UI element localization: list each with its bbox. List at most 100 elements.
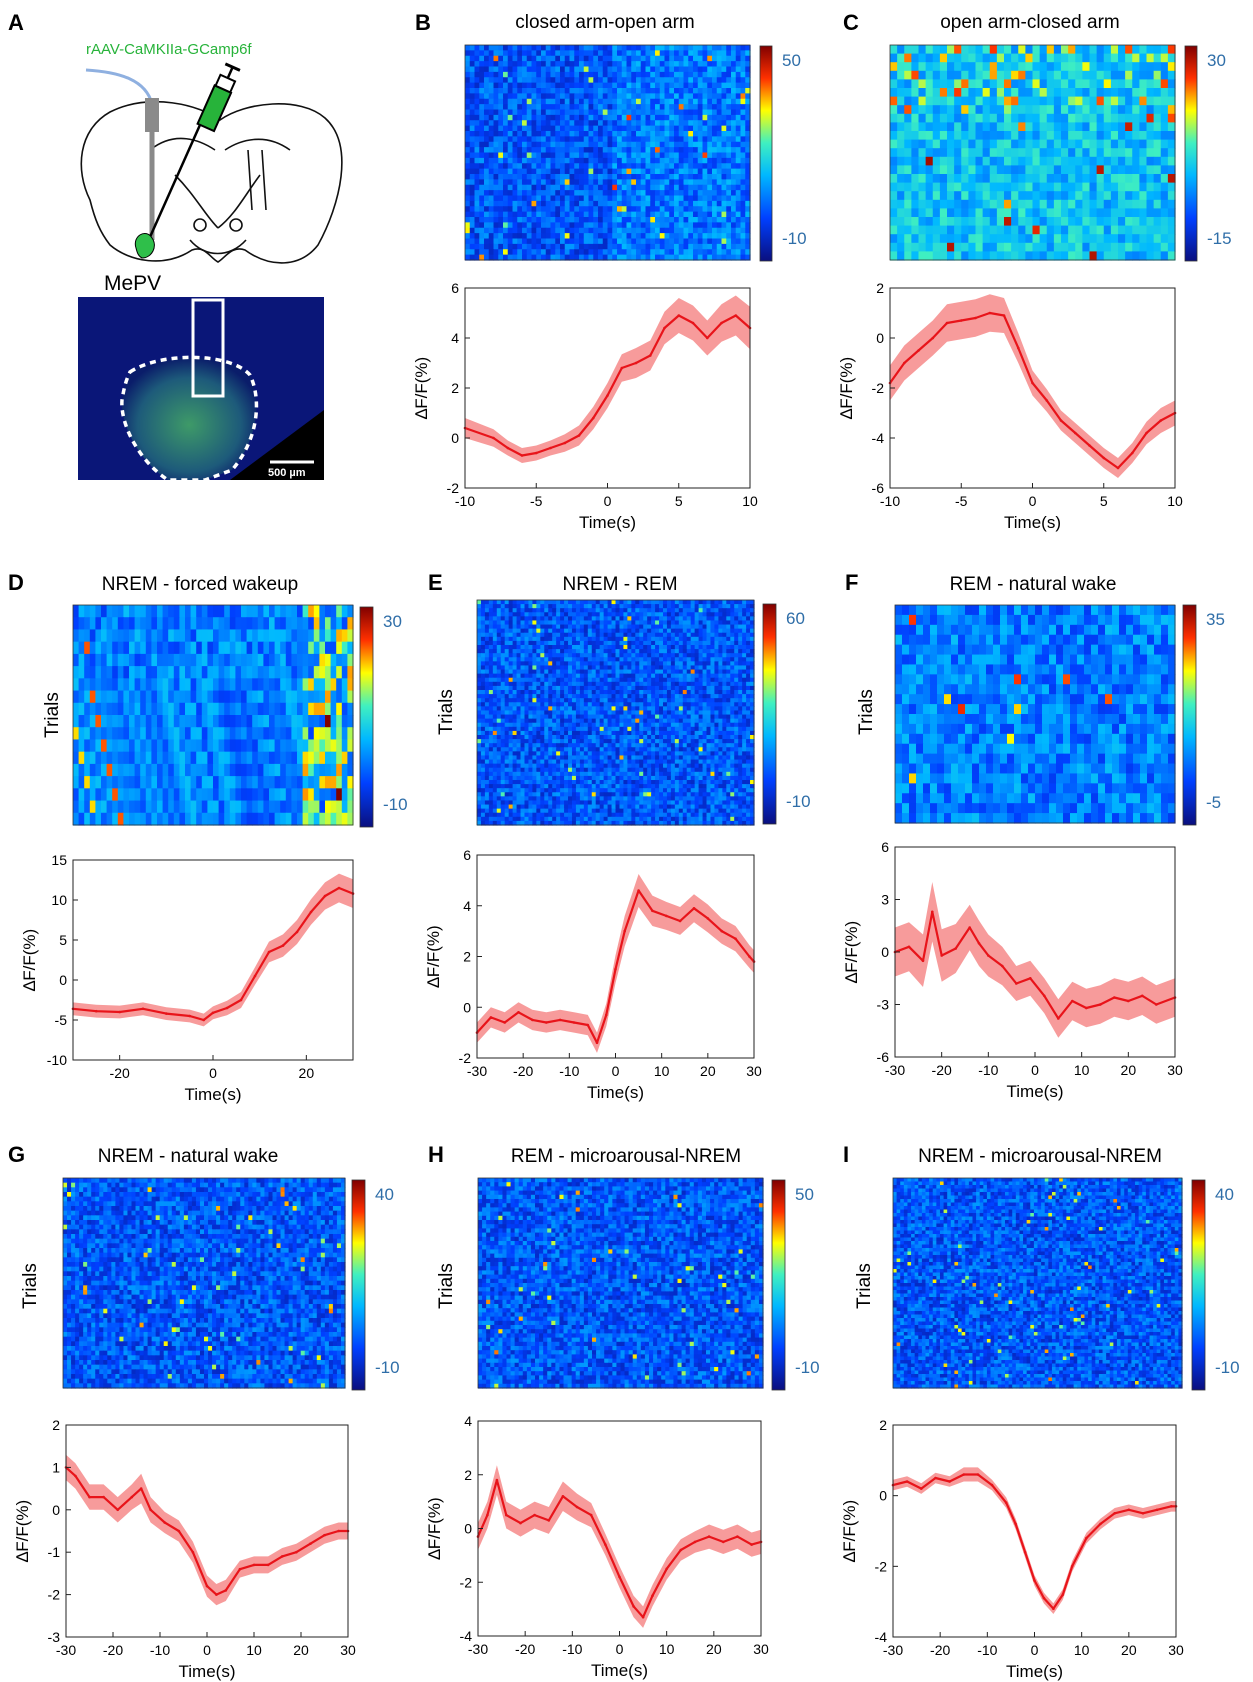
plot-axes [73, 860, 353, 1060]
data-point [507, 447, 510, 450]
colorbar [1183, 605, 1196, 825]
y-tick-label: -4 [460, 1628, 473, 1644]
data-point [934, 1477, 937, 1480]
data-point [1103, 457, 1106, 460]
x-tick-label: -20 [513, 1063, 533, 1079]
data-point [1088, 444, 1091, 447]
data-point [734, 937, 737, 940]
sem-band [478, 1465, 761, 1628]
y-tick-label: -10 [47, 1052, 67, 1068]
x-tick-label: 0 [1031, 1062, 1039, 1078]
colorbar [352, 1180, 365, 1390]
data-point [1043, 995, 1046, 998]
y-tick-label: 6 [881, 839, 889, 855]
y-tick-label: 6 [451, 280, 459, 296]
data-point [324, 895, 327, 898]
data-point [637, 889, 640, 892]
data-point [573, 1021, 576, 1024]
x-tick-label: -10 [559, 1063, 579, 1079]
x-tick-label: 0 [203, 1642, 211, 1658]
trial-heatmap [893, 1178, 1183, 1389]
x-tick-label: 0 [1029, 493, 1037, 509]
colorbar-min-label: -10 [1215, 1358, 1240, 1377]
data-point [1099, 1003, 1102, 1006]
data-point [987, 954, 990, 957]
x-axis-label: Time(s) [179, 1662, 236, 1681]
data-point [188, 1015, 191, 1018]
data-point [496, 1479, 499, 1482]
x-axis-label: Time(s) [579, 513, 636, 532]
data-point [1155, 1003, 1158, 1006]
sem-band [66, 1455, 348, 1606]
y-tick-label: 0 [52, 1502, 60, 1518]
data-point [748, 955, 751, 958]
x-tick-label: 5 [675, 493, 683, 509]
x-tick-label: -20 [110, 1065, 130, 1081]
x-axis-label: Time(s) [587, 1083, 644, 1102]
x-tick-label: 30 [753, 1641, 769, 1657]
data-point [531, 1019, 534, 1022]
data-point [1160, 419, 1163, 422]
data-point [576, 1506, 579, 1509]
data-point [720, 322, 723, 325]
y-tick-label: -2 [48, 1587, 61, 1603]
data-point [618, 1576, 621, 1579]
colorbar [772, 1180, 785, 1390]
data-point [1024, 1551, 1027, 1554]
y-tick-label: -2 [872, 380, 885, 396]
data-point [486, 1514, 489, 1517]
colorbar-min-label: -5 [1206, 793, 1221, 812]
data-point [1085, 1537, 1088, 1540]
x-tick-label: 10 [1074, 1062, 1090, 1078]
data-point [309, 1542, 312, 1545]
data-point [1003, 314, 1006, 317]
data-point [521, 454, 524, 457]
x-tick-label: 20 [1121, 1062, 1137, 1078]
y-tick-label: -2 [460, 1574, 473, 1590]
data-point [1043, 1597, 1046, 1600]
data-point [564, 442, 567, 445]
data-point [535, 452, 538, 455]
data-point [1001, 965, 1004, 968]
sem-band [477, 874, 754, 1053]
data-point [974, 317, 977, 320]
data-point [505, 1514, 508, 1517]
data-point [215, 1593, 218, 1596]
y-axis-label: ∆F/F(%) [842, 921, 861, 983]
colorbar [760, 46, 772, 261]
x-tick-label: 10 [742, 493, 758, 509]
data-point [1052, 1607, 1055, 1610]
data-point [665, 1568, 668, 1571]
data-point [736, 1535, 739, 1538]
sem-band [465, 296, 750, 464]
colorbar-max-label: 30 [383, 612, 402, 631]
data-point [908, 946, 911, 949]
data-point [694, 1541, 697, 1544]
data-point [665, 915, 668, 918]
data-point [604, 1543, 607, 1546]
data-point [735, 314, 738, 317]
data-point [605, 1014, 608, 1017]
trial-heatmap [895, 605, 1176, 824]
y-tick-label: -2 [459, 1050, 472, 1066]
data-point [240, 999, 243, 1002]
panel-title: closed arm-open arm [515, 12, 695, 33]
data-point [267, 1564, 270, 1567]
y-tick-label: -3 [877, 997, 890, 1013]
data-point [596, 1042, 599, 1045]
data-point [635, 362, 638, 365]
data-point [253, 1564, 256, 1567]
data-point [1141, 995, 1144, 998]
colorbar-max-label: 50 [795, 1185, 814, 1204]
data-point [722, 1541, 725, 1544]
data-point [963, 1473, 966, 1476]
colorbar-max-label: 40 [375, 1185, 394, 1204]
data-point [931, 911, 934, 914]
data-point [1170, 1505, 1173, 1508]
y-tick-label: 0 [451, 430, 459, 446]
